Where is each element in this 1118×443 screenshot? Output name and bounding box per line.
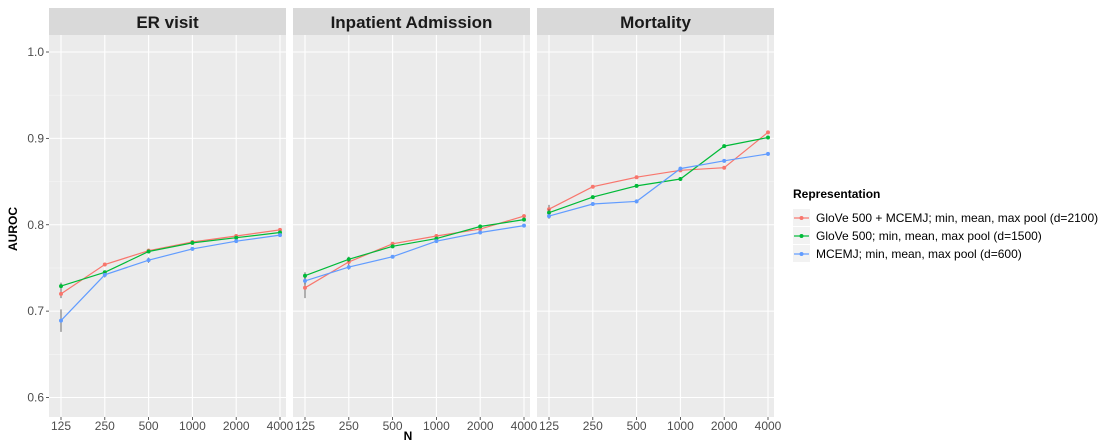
data-point bbox=[522, 223, 526, 228]
data-point bbox=[434, 239, 439, 244]
y-tick-label: 0.8 bbox=[27, 218, 44, 232]
x-tick-label: 2000 bbox=[467, 419, 494, 433]
data-point bbox=[102, 272, 107, 277]
data-point bbox=[390, 254, 395, 259]
facet-panel: Mortality 125 250 500 1000 2000 4000 bbox=[537, 8, 782, 433]
data-point bbox=[766, 135, 770, 140]
data-point bbox=[303, 273, 307, 278]
data-point bbox=[722, 144, 727, 149]
data-point bbox=[634, 199, 639, 204]
series-line bbox=[60, 231, 281, 287]
panel-background bbox=[293, 35, 530, 417]
x-tick-label: 4000 bbox=[511, 419, 538, 433]
data-point bbox=[303, 278, 307, 283]
data-point bbox=[390, 244, 395, 249]
data-point bbox=[234, 235, 239, 240]
x-tick-label: 250 bbox=[583, 419, 603, 433]
data-point bbox=[590, 202, 595, 207]
x-tick-label: 1000 bbox=[667, 419, 694, 433]
data-point bbox=[678, 166, 683, 171]
legend: Representation GloVe 500 + MCEMJ; min, m… bbox=[793, 187, 1098, 262]
x-tick-label: 1000 bbox=[423, 419, 450, 433]
x-tick-label: 125 bbox=[51, 419, 71, 433]
data-point bbox=[59, 318, 63, 323]
data-point bbox=[722, 165, 727, 170]
y-tick-label: 0.7 bbox=[27, 304, 44, 318]
x-tick-label: 125 bbox=[295, 419, 315, 433]
x-tick-label: 2000 bbox=[223, 419, 250, 433]
series-line bbox=[60, 229, 281, 295]
panel-background bbox=[537, 35, 774, 417]
facet-strip bbox=[293, 8, 530, 35]
facet-panel: Inpatient Admission 125 250 500 1000 2000 4000 bbox=[293, 8, 538, 433]
data-point bbox=[478, 230, 483, 235]
data-point bbox=[634, 175, 639, 180]
x-tick-label: 4000 bbox=[267, 419, 294, 433]
data-point bbox=[303, 285, 307, 290]
legend-label: GloVe 500 + MCEMJ; min, mean, max pool (… bbox=[816, 211, 1098, 225]
x-tick-label: 2000 bbox=[711, 419, 738, 433]
series-line bbox=[304, 219, 525, 277]
data-point bbox=[102, 262, 107, 267]
y-tick-label: 1.0 bbox=[27, 45, 44, 59]
x-axis-title: N bbox=[404, 429, 413, 443]
facet-title: Mortality bbox=[620, 13, 691, 32]
data-point bbox=[59, 291, 63, 296]
data-point bbox=[346, 265, 351, 270]
facet-strip bbox=[49, 8, 286, 35]
data-point bbox=[478, 224, 483, 229]
data-point bbox=[190, 246, 195, 251]
y-tick-label: 0.9 bbox=[27, 131, 44, 145]
x-tick-label: 4000 bbox=[755, 419, 782, 433]
data-point bbox=[590, 184, 595, 189]
y-axis-title: AUROC bbox=[6, 207, 20, 251]
data-point bbox=[146, 249, 151, 254]
data-point bbox=[766, 151, 770, 156]
x-tick-label: 250 bbox=[339, 419, 359, 433]
series-line bbox=[304, 225, 525, 282]
x-tick-label: 500 bbox=[627, 419, 647, 433]
data-point bbox=[278, 233, 282, 238]
series-line bbox=[548, 131, 769, 210]
legend-key-point bbox=[799, 252, 804, 256]
series-line bbox=[548, 153, 769, 217]
data-point bbox=[547, 214, 551, 219]
series-line bbox=[60, 234, 281, 322]
facet-title: ER visit bbox=[136, 13, 199, 32]
facet-panel: ER visit 125 250 500 1000 2000 4000 bbox=[49, 8, 294, 433]
legend-label: GloVe 500; min, mean, max pool (d=1500) bbox=[816, 229, 1042, 243]
data-point bbox=[678, 176, 683, 181]
legend-key-point bbox=[799, 234, 804, 238]
series-line bbox=[304, 215, 525, 289]
legend-label: MCEMJ; min, mean, max pool (d=600) bbox=[816, 247, 1022, 261]
x-tick-label: 125 bbox=[539, 419, 559, 433]
data-point bbox=[522, 217, 526, 222]
data-point bbox=[234, 239, 239, 244]
data-point bbox=[190, 240, 195, 245]
data-point bbox=[634, 183, 639, 188]
data-point bbox=[766, 130, 770, 135]
data-point bbox=[522, 214, 526, 219]
facet-strip bbox=[537, 8, 774, 35]
data-point bbox=[146, 258, 151, 263]
x-tick-label: 1000 bbox=[179, 419, 206, 433]
x-tick-label: 250 bbox=[95, 419, 115, 433]
data-point bbox=[722, 158, 727, 163]
panel-background bbox=[49, 35, 286, 417]
data-point bbox=[59, 284, 63, 289]
facet-title: Inpatient Admission bbox=[331, 13, 493, 32]
x-tick-label: 500 bbox=[383, 419, 403, 433]
y-tick-label: 0.6 bbox=[27, 391, 44, 405]
legend-title: Representation bbox=[793, 187, 880, 201]
x-tick-label: 500 bbox=[139, 419, 159, 433]
legend-key-point bbox=[799, 216, 804, 220]
series-line bbox=[548, 136, 769, 214]
data-point bbox=[590, 195, 595, 200]
data-point bbox=[547, 210, 551, 215]
data-point bbox=[346, 257, 351, 262]
